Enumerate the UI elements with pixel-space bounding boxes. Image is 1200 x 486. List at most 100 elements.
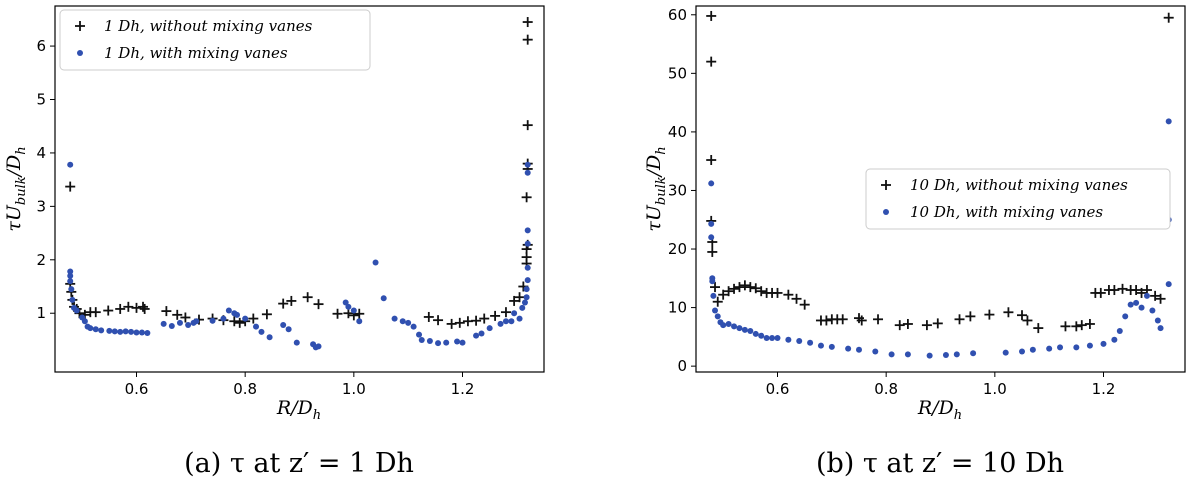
data-point-without-vanes xyxy=(522,120,533,131)
tick-group-a: 0.6 0.8 1.0 1.2 1 2 3 4 5 6 xyxy=(36,37,474,398)
data-point-with-vanes xyxy=(209,317,216,324)
data-point-with-vanes xyxy=(708,220,715,227)
legend-box-a xyxy=(59,9,371,71)
data-point-without-vanes xyxy=(454,317,465,328)
data-point-without-vanes xyxy=(1109,285,1120,296)
data-point-with-vanes xyxy=(67,278,74,285)
data-point-with-vanes xyxy=(68,286,75,293)
data-point-with-vanes xyxy=(747,328,754,335)
data-point-with-vanes xyxy=(752,330,759,337)
data-point-with-vanes xyxy=(342,299,349,306)
data-point-with-vanes xyxy=(1143,292,1150,299)
legend-entry-b-with: 10 Dh, with mixing vanes xyxy=(910,203,1103,221)
y-axis-label-a: τUbulk/Dh xyxy=(3,146,29,231)
data-point-without-vanes xyxy=(734,282,745,293)
data-point-without-vanes xyxy=(521,192,532,203)
data-point-with-vanes xyxy=(1100,340,1107,347)
data-point-without-vanes xyxy=(161,306,172,317)
legend-entry-a-without: 1 Dh, without mixing vanes xyxy=(104,17,313,35)
data-point-with-vanes xyxy=(478,330,485,337)
data-point-with-vanes xyxy=(1127,301,1134,308)
data-point-with-vanes xyxy=(372,259,379,266)
data-point-with-vanes xyxy=(769,335,776,342)
data-point-without-vanes xyxy=(343,308,354,319)
y-tick-label: 0 xyxy=(677,357,687,375)
data-point-with-vanes xyxy=(81,318,88,325)
data-point-without-vanes xyxy=(446,318,457,329)
data-point-without-vanes xyxy=(707,246,718,257)
panel-b: 0.6 0.8 1.0 1.2 0 10 20 30 40 50 60 R/Dh τUbulk/Dh… xyxy=(643,5,1186,479)
data-point-with-vanes xyxy=(266,334,273,341)
data-point-with-vanes xyxy=(117,328,124,335)
data-point-without-vanes xyxy=(706,10,717,21)
data-point-without-vanes xyxy=(65,181,76,192)
data-point-without-vanes xyxy=(248,313,259,324)
data-point-without-vanes xyxy=(1117,283,1128,294)
y-tick-label: 30 xyxy=(668,181,687,199)
data-point-without-vanes xyxy=(522,34,533,45)
x-axis-label-b: R/Dh xyxy=(917,397,962,423)
data-point-with-vanes xyxy=(111,328,118,335)
data-point-with-vanes xyxy=(524,240,531,247)
data-point-with-vanes xyxy=(708,234,715,241)
data-point-with-vanes xyxy=(67,161,74,168)
data-point-without-vanes xyxy=(131,302,142,313)
x-tick-label: 1.2 xyxy=(451,380,475,398)
data-point-without-vanes xyxy=(965,311,976,322)
data-point-without-vanes xyxy=(522,17,533,28)
data-point-with-vanes xyxy=(92,326,99,333)
y-tick-label: 1 xyxy=(36,304,46,322)
data-point-with-vanes xyxy=(122,328,129,335)
data-point-with-vanes xyxy=(133,329,140,336)
data-point-with-vanes xyxy=(443,339,450,346)
y-tick-label: 6 xyxy=(36,37,46,55)
data-point-with-vanes xyxy=(225,307,232,314)
legend-entry-a-with: 1 Dh, with mixing vanes xyxy=(104,44,288,62)
legend-marker-a-without xyxy=(75,21,85,31)
data-point-with-vanes xyxy=(709,278,716,285)
data-point-without-vanes xyxy=(856,315,867,326)
data-point-with-vanes xyxy=(725,320,732,327)
data-point-with-vanes xyxy=(356,318,363,325)
data-point-without-vanes xyxy=(723,286,734,297)
data-point-without-vanes xyxy=(286,295,297,306)
data-point-without-vanes xyxy=(514,292,525,303)
data-point-without-vanes xyxy=(423,311,434,322)
data-point-with-vanes xyxy=(523,294,530,301)
data-point-with-vanes xyxy=(380,295,387,302)
legend-b: 10 Dh, without mixing vanes 10 Dh, with … xyxy=(865,168,1171,230)
data-point-with-vanes xyxy=(98,327,105,334)
data-point-without-vanes xyxy=(90,307,101,318)
data-point-without-vanes xyxy=(278,298,289,309)
data-point-without-vanes xyxy=(791,293,802,304)
data-point-without-vanes xyxy=(932,318,943,329)
data-point-with-vanes xyxy=(888,351,895,358)
data-point-with-vanes xyxy=(872,348,879,355)
legend-plus-marker xyxy=(881,180,891,190)
legend-a: 1 Dh, without mixing vanes 1 Dh, with mi… xyxy=(59,9,371,71)
y-tick-label: 10 xyxy=(668,299,687,317)
data-point-with-vanes xyxy=(418,336,425,343)
data-point-with-vanes xyxy=(712,307,719,314)
data-point-with-vanes xyxy=(511,310,518,317)
data-point-without-vanes xyxy=(139,303,150,314)
data-point-with-vanes xyxy=(285,326,292,333)
data-point-with-vanes xyxy=(405,319,412,326)
data-point-with-vanes xyxy=(345,303,352,310)
data-point-with-vanes xyxy=(710,292,717,299)
data-point-with-vanes xyxy=(953,351,960,358)
data-point-with-vanes xyxy=(785,336,792,343)
data-point-with-vanes xyxy=(720,322,727,329)
data-point-with-vanes xyxy=(293,339,300,346)
data-point-with-vanes xyxy=(193,318,200,325)
data-point-with-vanes xyxy=(253,323,260,330)
caption-a: (a) τ at z′ = 1 Dh xyxy=(184,448,414,479)
data-point-with-vanes xyxy=(774,335,781,342)
caption-b: (b) τ at z′ = 10 Dh xyxy=(816,448,1064,479)
data-point-with-vanes xyxy=(502,318,509,325)
data-point-without-vanes xyxy=(172,309,183,320)
data-point-with-vanes xyxy=(87,325,94,332)
data-point-with-vanes xyxy=(315,343,322,350)
y-tick-label: 4 xyxy=(36,144,46,162)
